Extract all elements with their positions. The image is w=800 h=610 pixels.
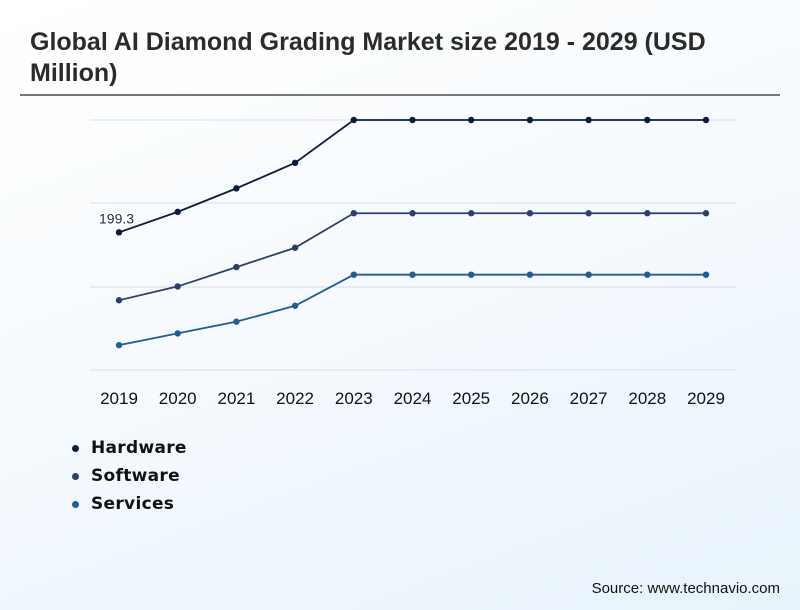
legend-item-services: Services bbox=[72, 490, 187, 518]
services-point bbox=[350, 271, 357, 278]
x-tick-label: 2022 bbox=[276, 389, 314, 408]
services-point bbox=[585, 271, 592, 278]
data-label: 199.3 bbox=[99, 210, 134, 226]
legend-label: Hardware bbox=[91, 438, 187, 458]
software-point bbox=[644, 210, 651, 217]
services-point bbox=[644, 271, 651, 278]
legend-marker bbox=[72, 472, 79, 480]
software-point bbox=[409, 210, 416, 217]
services-point bbox=[233, 318, 240, 325]
x-tick-label: 2024 bbox=[394, 389, 432, 408]
services-point bbox=[526, 271, 534, 278]
hardware-point bbox=[468, 116, 475, 124]
chart-legend: Hardware Software Services bbox=[72, 434, 187, 518]
hardware-point bbox=[585, 116, 592, 124]
software-point bbox=[585, 210, 592, 217]
x-tick-label: 2019 bbox=[100, 389, 138, 408]
hardware-point bbox=[174, 208, 181, 216]
hardware-point bbox=[644, 116, 651, 124]
software-point bbox=[174, 283, 181, 290]
x-tick-label: 2028 bbox=[628, 389, 666, 408]
legend-marker bbox=[72, 444, 79, 452]
x-tick-label: 2027 bbox=[570, 389, 608, 408]
x-tick-label: 2029 bbox=[687, 389, 725, 408]
hardware-point bbox=[702, 116, 710, 124]
services-point bbox=[702, 271, 710, 278]
software-point bbox=[350, 210, 357, 217]
services-point bbox=[468, 271, 475, 278]
services-point bbox=[291, 302, 299, 309]
hardware-point bbox=[350, 116, 357, 124]
services-point bbox=[115, 341, 123, 349]
hardware-point bbox=[233, 185, 240, 192]
x-tick-label: 2020 bbox=[159, 389, 197, 408]
title-divider bbox=[20, 94, 780, 96]
legend-item-hardware: Hardware bbox=[72, 434, 187, 462]
software-point bbox=[468, 210, 475, 217]
services-series-line bbox=[118, 273, 706, 347]
hardware-point bbox=[409, 116, 416, 124]
hardware-point bbox=[526, 116, 534, 124]
services-point bbox=[409, 271, 416, 278]
x-tick-label: 2021 bbox=[217, 389, 255, 408]
x-tick-label: 2026 bbox=[511, 389, 549, 408]
hardware-point bbox=[115, 229, 123, 236]
software-point bbox=[291, 244, 299, 251]
chart-title: Global AI Diamond Grading Market size 20… bbox=[30, 28, 706, 87]
x-tick-label: 2023 bbox=[335, 389, 373, 408]
legend-label: Services bbox=[91, 494, 175, 514]
software-point bbox=[115, 297, 123, 304]
legend-marker bbox=[72, 500, 79, 508]
legend-label: Software bbox=[91, 466, 180, 486]
software-point bbox=[233, 263, 240, 271]
line-chart: 2019 2020 2021 2022 2023 2024 2025 2026 2027 2028… bbox=[90, 116, 736, 408]
software-point bbox=[702, 210, 710, 217]
x-tick-label: 2025 bbox=[452, 389, 490, 408]
software-point bbox=[526, 210, 534, 217]
hardware-point bbox=[291, 159, 299, 167]
source-note: Source: www.technavio.com bbox=[591, 580, 780, 597]
services-point bbox=[174, 330, 181, 337]
legend-item-software: Software bbox=[72, 462, 187, 490]
